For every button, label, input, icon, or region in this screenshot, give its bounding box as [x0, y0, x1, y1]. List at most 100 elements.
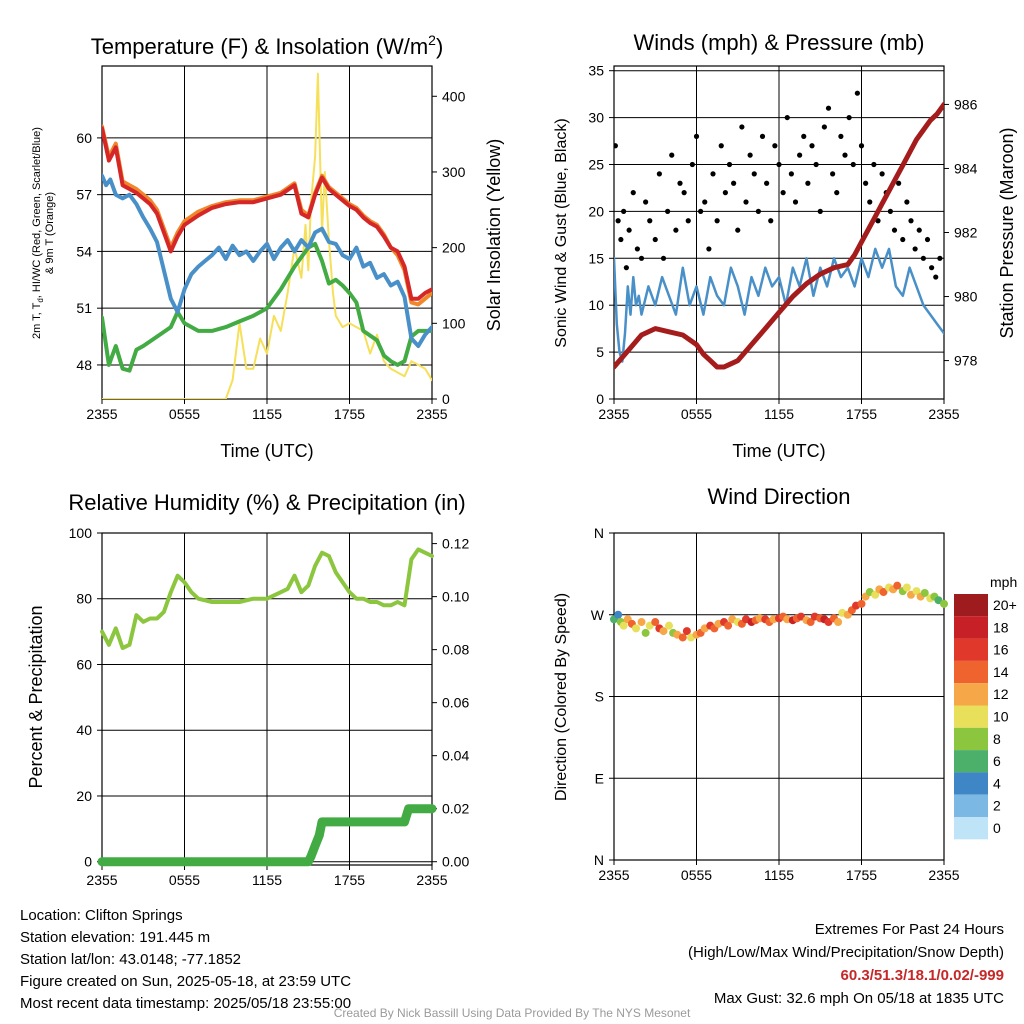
legend-swatch — [954, 660, 988, 684]
gust-point — [858, 143, 865, 149]
legend-swatch — [954, 705, 988, 728]
gust-point — [900, 236, 906, 243]
y-tick-label: 30 — [588, 110, 604, 126]
chart-title: Winds (mph) & Pressure (mb) — [634, 30, 925, 55]
right-tick-label: 984 — [954, 160, 978, 176]
y-tick-label: 20 — [76, 788, 92, 804]
direction-point — [678, 633, 687, 642]
x-tick-label: 2355 — [86, 872, 117, 888]
y-tick-label: 80 — [76, 591, 92, 607]
right-tick-label: 100 — [442, 315, 466, 331]
gust-point — [710, 171, 716, 177]
x-tick-label: 2355 — [598, 406, 629, 422]
station-info: Location: Clifton Springs Station elevat… — [20, 905, 351, 1015]
y-tick-label: 5 — [596, 344, 604, 360]
gust-point — [751, 171, 757, 177]
gust-point — [643, 199, 649, 205]
legend-swatch — [954, 594, 988, 617]
gust-point — [739, 124, 745, 130]
x-tick-label: 2355 — [416, 872, 447, 888]
legend-label: 2 — [993, 798, 1001, 814]
gust-point — [875, 218, 881, 224]
gust-point — [764, 180, 770, 186]
series-line-green — [102, 241, 432, 373]
direction-point — [632, 624, 640, 633]
gust-point — [933, 274, 939, 280]
right-axis-label: Station Pressure (Maroon) — [997, 127, 1017, 338]
sonic-wind-line — [614, 247, 944, 363]
gust-point — [726, 161, 733, 168]
chart-title: Relative Humidity (%) & Precipitation (i… — [68, 490, 465, 515]
gust-point — [809, 143, 815, 149]
legend-swatch — [954, 638, 988, 661]
direction-point — [619, 621, 628, 630]
direction-point — [682, 627, 691, 636]
y-tick-label: 48 — [76, 357, 92, 373]
charts-canvas: 2355 0555 1155 1755 235548515457600100200300… — [26, 30, 1017, 888]
x-tick-label: 0555 — [681, 406, 712, 422]
direction-point — [659, 627, 668, 636]
right-axis-label: Solar Insolation (Yellow) — [484, 139, 504, 331]
recent-data-text: Most recent data timestamp: 2025/05/18 2… — [20, 995, 352, 1012]
extremes-info: Extremes For Past 24 Hours (High/Low/Max… — [688, 918, 1004, 1010]
x-axis-label: Time (UTC) — [732, 441, 825, 461]
gust-point — [755, 208, 761, 214]
gust-point — [817, 208, 823, 214]
legend-label: 8 — [993, 731, 1001, 747]
gust-point — [867, 199, 873, 205]
legend-swatch — [954, 794, 988, 817]
gust-point — [825, 105, 832, 111]
direction-point — [912, 587, 921, 596]
credit-text: Created By Nick Bassill Using Data Provi… — [333, 1006, 691, 1020]
legend-swatch — [954, 683, 988, 706]
direction-point — [637, 618, 646, 627]
legend-swatch — [954, 817, 988, 840]
right-tick-label: 0.10 — [442, 589, 469, 605]
y-axis-label-subscript: d — [36, 298, 45, 302]
direction-point — [806, 618, 815, 627]
relative-humidity-line — [100, 547, 434, 650]
gust-point — [623, 265, 629, 271]
y-tick-label: 0 — [84, 854, 92, 870]
gust-point — [714, 218, 720, 224]
gust-point — [863, 180, 869, 186]
right-tick-label: 0.02 — [442, 801, 469, 817]
direction-point — [641, 628, 650, 637]
gust-point — [780, 190, 786, 196]
gust-point — [618, 236, 624, 243]
direction-point — [724, 621, 733, 630]
gust-point — [920, 255, 926, 261]
direction-point — [614, 610, 623, 619]
gust-point — [656, 171, 662, 177]
y-axis-label: Direction (Colored By Speed) — [553, 593, 570, 801]
direction-point — [879, 588, 888, 597]
x-tick-label: 1155 — [764, 867, 794, 883]
gust-point — [896, 180, 902, 186]
gust-point — [838, 133, 844, 139]
y-tick-label: 54 — [76, 243, 92, 259]
gust-point — [702, 199, 708, 205]
right-tick-label: 200 — [442, 240, 466, 256]
gust-point — [850, 161, 856, 168]
right-tick-label: 982 — [954, 225, 978, 241]
x-tick-label: 1755 — [846, 867, 877, 883]
legend-label: 0 — [993, 820, 1001, 836]
gust-point — [801, 133, 807, 139]
latlon-text: Station lat/lon: 43.0148; -77.1852 — [20, 951, 242, 968]
x-tick-label: 1155 — [764, 406, 794, 422]
legend-label: 6 — [993, 753, 1001, 769]
plot-frame — [613, 532, 945, 861]
gust-point — [929, 265, 935, 271]
direction-point — [940, 599, 948, 608]
legend-label: 14 — [993, 664, 1009, 680]
legend-label: 4 — [993, 775, 1001, 791]
chart-title-end: ) — [436, 34, 443, 59]
x-tick-label: 0555 — [681, 867, 712, 883]
right-tick-label: 978 — [954, 353, 978, 369]
legend-label: 10 — [993, 709, 1009, 725]
y-tick-label: N — [594, 525, 604, 541]
series-line-red — [102, 126, 432, 301]
gust-point — [788, 171, 794, 177]
gust-point — [743, 199, 749, 205]
